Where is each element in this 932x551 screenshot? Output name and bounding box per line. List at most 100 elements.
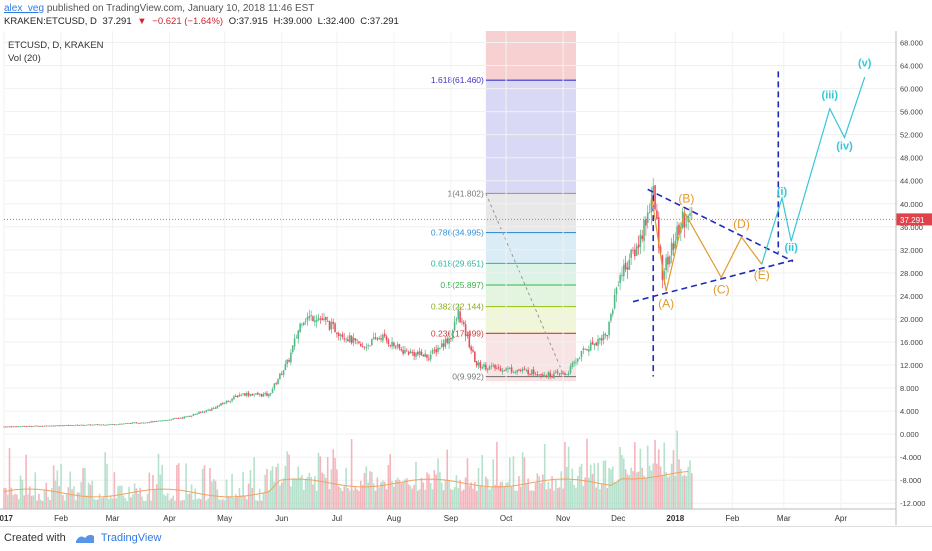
volume-bar: [453, 487, 456, 509]
candle-body: [472, 349, 474, 352]
candle-body: [676, 226, 678, 241]
candle-body: [128, 423, 130, 424]
candle-body: [459, 311, 461, 323]
volume-bar: [71, 489, 73, 509]
candle-body: [212, 408, 215, 409]
volume-bar: [130, 497, 132, 509]
volume-bar: [124, 498, 127, 509]
fib-label: 0.786(34.995): [431, 228, 484, 238]
candle-body: [455, 319, 458, 321]
candle-body: [435, 349, 438, 353]
candle-body: [142, 422, 145, 424]
volume-bar: [681, 476, 684, 509]
volume-bar: [238, 487, 241, 509]
volume-bar: [310, 476, 312, 509]
volume-bar: [222, 499, 224, 509]
volume-bar: [60, 464, 62, 509]
price-chart[interactable]: 1.618(61.460) 1(41.802) 0.786(34.995) 0.618…: [0, 31, 932, 525]
volume-bar: [393, 486, 395, 509]
candle-body: [192, 414, 195, 416]
volume-bar: [234, 494, 237, 509]
candle-body: [76, 424, 79, 426]
volume-bar: [602, 460, 605, 509]
volume-bar: [615, 482, 618, 509]
candle-body: [214, 407, 217, 409]
candle-body: [194, 414, 197, 415]
volume-bar: [554, 479, 557, 509]
candle-body: [82, 424, 84, 426]
candle-body: [277, 379, 279, 385]
volume-bar: [479, 485, 482, 509]
x-tick-label: May: [217, 514, 232, 523]
candle-body: [17, 426, 20, 428]
volume-bar: [584, 477, 586, 509]
candle-body: [361, 346, 364, 347]
volume-bar: [444, 479, 447, 509]
volume-bar: [257, 500, 259, 509]
candle-body: [348, 335, 351, 343]
volume-bar: [262, 492, 265, 509]
candle-body: [619, 275, 621, 284]
volume-bar: [405, 478, 408, 509]
volume-bar: [19, 475, 22, 509]
volume-bar: [122, 495, 125, 509]
volume-bar: [565, 466, 568, 509]
volume-bar: [448, 480, 450, 509]
candle-body: [262, 394, 265, 397]
candle-body: [73, 425, 75, 427]
candle-body: [12, 426, 14, 428]
volume-bar: [435, 474, 438, 509]
volume-bar: [365, 466, 368, 509]
candle-body: [326, 320, 329, 322]
candle-body: [462, 322, 465, 325]
candle-body: [23, 425, 26, 427]
volume-bar: [120, 485, 123, 509]
candle-body: [266, 393, 268, 396]
chart-area[interactable]: 1.618(61.460) 1(41.802) 0.786(34.995) 0.618…: [0, 31, 932, 525]
candle-body: [551, 376, 553, 378]
candle-body: [536, 374, 539, 376]
candle-body: [310, 315, 312, 316]
volume-bar: [177, 463, 180, 509]
volume-bar: [52, 465, 55, 509]
candle-body: [475, 361, 478, 366]
candle-body: [308, 315, 311, 318]
candle-body: [273, 383, 276, 389]
volume-bar: [284, 465, 287, 509]
candle-body: [481, 366, 483, 369]
volume-bar: [63, 500, 66, 509]
volume-bar: [385, 489, 388, 509]
volume-bar: [499, 482, 502, 509]
volume-bar: [689, 460, 691, 509]
candle-body: [234, 396, 237, 397]
fib-label: 1(41.802): [447, 188, 484, 198]
volume-bar: [520, 486, 522, 509]
volume-bar: [282, 478, 285, 509]
candle-body: [496, 367, 498, 369]
candle-body: [168, 419, 171, 421]
tradingview-link[interactable]: TradingView: [100, 532, 162, 544]
author-link[interactable]: alex_veg: [4, 3, 45, 14]
y-tick-label: 44.000: [900, 177, 923, 186]
candle-body: [595, 342, 598, 346]
candle-body: [608, 322, 610, 336]
volume-bar: [578, 466, 581, 509]
candle-body: [148, 422, 151, 424]
volume-bar: [663, 442, 666, 509]
candle-body: [343, 338, 346, 340]
candle-body: [650, 199, 653, 213]
volume-bar: [255, 500, 257, 509]
candle-body: [196, 413, 198, 415]
candle-body: [514, 371, 517, 373]
candle-body: [523, 368, 526, 370]
candle-body: [516, 370, 518, 373]
candle-body: [135, 422, 138, 424]
candle-body: [562, 373, 564, 375]
y-tick-label: 16.000: [900, 338, 923, 347]
volume-bar: [404, 479, 406, 509]
volume-bar: [47, 497, 49, 509]
volume-bar: [455, 475, 458, 509]
volume-bar: [312, 484, 314, 509]
candle-body: [288, 360, 290, 362]
volume-bar: [275, 467, 277, 509]
